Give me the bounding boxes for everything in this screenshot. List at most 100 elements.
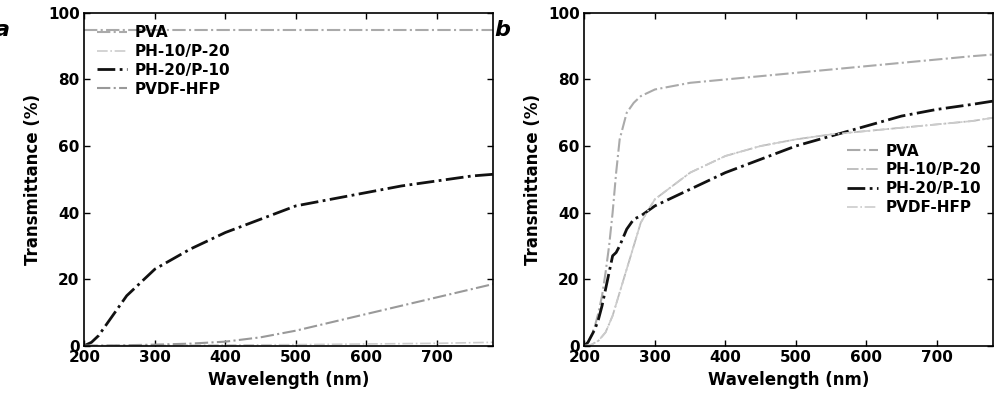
PVDF-HFP: [614, 290, 626, 295]
PVDF-HFP: [78, 343, 90, 348]
PVA: [219, 27, 231, 32]
PH-20/P-10: [621, 227, 633, 232]
PVA: [589, 323, 601, 328]
PVA: [610, 170, 622, 175]
PH-20/P-10: [600, 287, 612, 291]
PVDF-HFP: [790, 137, 802, 142]
PH-20/P-10: [360, 190, 372, 195]
PVDF-HFP: [578, 343, 590, 348]
PH-10/P-20: [987, 115, 999, 120]
PH-20/P-10: [603, 270, 615, 275]
PH-10/P-20: [600, 330, 612, 335]
PH-20/P-10: [128, 287, 140, 291]
Legend: PVA, PH-10/P-20, PH-20/P-10, PVDF-HFP: PVA, PH-10/P-20, PH-20/P-10, PVDF-HFP: [92, 21, 235, 101]
PH-10/P-20: [578, 343, 590, 348]
PVDF-HFP: [628, 244, 640, 248]
PVDF-HFP: [585, 342, 597, 347]
PVDF-HFP: [860, 129, 872, 133]
PH-10/P-20: [966, 119, 978, 124]
PH-20/P-10: [578, 343, 590, 348]
PH-10/P-20: [649, 197, 661, 202]
PH-10/P-20: [487, 340, 499, 345]
PH-20/P-10: [114, 303, 126, 308]
PH-20/P-10: [649, 204, 661, 208]
PH-10/P-20: [78, 343, 90, 348]
PVA: [431, 27, 443, 32]
PH-10/P-20: [360, 342, 372, 346]
PH-20/P-10: [135, 280, 147, 285]
PH-10/P-20: [585, 342, 597, 347]
PVDF-HFP: [184, 341, 196, 346]
PVDF-HFP: [621, 267, 633, 272]
PH-20/P-10: [610, 250, 622, 255]
PH-20/P-10: [607, 253, 619, 258]
X-axis label: Wavelength (nm): Wavelength (nm): [208, 371, 369, 389]
PVDF-HFP: [466, 287, 478, 291]
PVDF-HFP: [395, 303, 407, 308]
PVDF-HFP: [255, 335, 267, 340]
PH-20/P-10: [895, 114, 907, 118]
PH-20/P-10: [755, 157, 767, 162]
PH-20/P-10: [614, 244, 626, 248]
PH-20/P-10: [219, 230, 231, 235]
PH-10/P-20: [825, 132, 837, 137]
PVDF-HFP: [360, 312, 372, 316]
PVA: [755, 74, 767, 78]
Line: PVDF-HFP: PVDF-HFP: [584, 118, 993, 346]
PH-10/P-20: [614, 290, 626, 295]
PVDF-HFP: [931, 122, 943, 127]
PVA: [825, 67, 837, 72]
PH-20/P-10: [719, 170, 731, 175]
PH-20/P-10: [121, 293, 133, 298]
PH-20/P-10: [255, 217, 267, 222]
PH-20/P-10: [582, 340, 594, 345]
PVA: [100, 27, 112, 32]
Line: PVA: PVA: [584, 55, 993, 346]
PH-20/P-10: [931, 107, 943, 112]
PH-20/P-10: [487, 172, 499, 177]
PVDF-HFP: [149, 342, 161, 347]
PVA: [585, 333, 597, 338]
PH-20/P-10: [589, 327, 601, 331]
PH-10/P-20: [149, 343, 161, 348]
PVA: [85, 27, 97, 32]
PVA: [649, 87, 661, 92]
PVA: [966, 54, 978, 59]
PH-10/P-20: [628, 244, 640, 248]
PH-20/P-10: [184, 247, 196, 251]
PVDF-HFP: [635, 220, 647, 225]
PH-10/P-20: [719, 154, 731, 158]
PH-20/P-10: [987, 99, 999, 103]
Line: PVDF-HFP: PVDF-HFP: [84, 284, 493, 346]
PVDF-HFP: [431, 295, 443, 300]
PH-10/P-20: [684, 170, 696, 175]
PH-20/P-10: [107, 313, 119, 318]
PH-20/P-10: [596, 303, 608, 308]
PVA: [149, 27, 161, 32]
PH-10/P-20: [290, 342, 302, 347]
Text: a: a: [0, 19, 10, 40]
PH-20/P-10: [628, 217, 640, 222]
Y-axis label: Transmittance (%): Transmittance (%): [524, 94, 542, 265]
PVA: [719, 77, 731, 82]
PVDF-HFP: [966, 119, 978, 124]
PVA: [578, 343, 590, 348]
Text: b: b: [495, 19, 510, 40]
PVA: [487, 27, 499, 32]
PH-10/P-20: [635, 220, 647, 225]
PVA: [114, 27, 126, 32]
PVA: [987, 52, 999, 57]
PH-20/P-10: [100, 323, 112, 328]
PH-20/P-10: [593, 317, 605, 322]
PH-20/P-10: [325, 197, 337, 202]
PVDF-HFP: [719, 154, 731, 158]
PH-10/P-20: [790, 137, 802, 142]
PVA: [895, 61, 907, 65]
PH-20/P-10: [860, 124, 872, 128]
PVA: [684, 80, 696, 85]
PH-10/P-20: [607, 313, 619, 318]
PVA: [93, 27, 105, 32]
PH-20/P-10: [585, 333, 597, 338]
PVA: [603, 244, 615, 248]
PVDF-HFP: [219, 339, 231, 344]
